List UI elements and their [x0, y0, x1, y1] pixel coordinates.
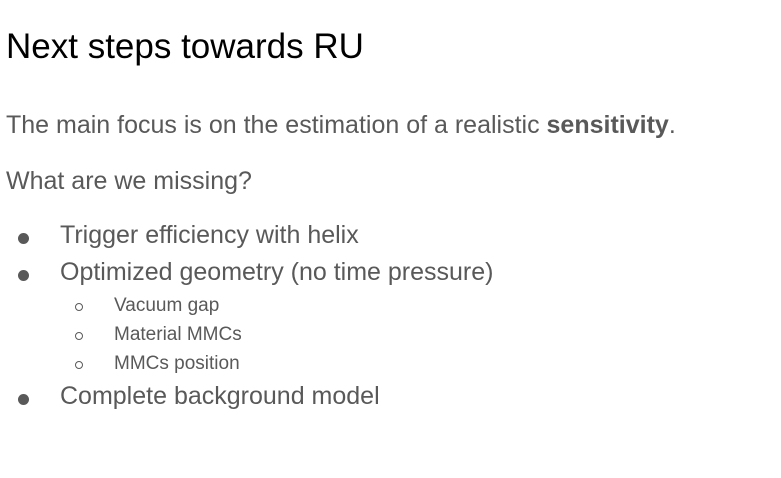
bullet-item: Trigger efficiency with helix: [0, 219, 781, 256]
sub-bullet-text: MMCs position: [114, 353, 240, 374]
sub-bullet-item: MMCs position: [0, 351, 781, 380]
bullet-text: Trigger efficiency with helix: [60, 221, 359, 249]
sub-bullet-text: Vacuum gap: [114, 295, 220, 316]
bullet-text: Optimized geometry (no time pressure): [60, 258, 494, 286]
intro-end: .: [668, 111, 676, 139]
intro-bold-word: sensitivity: [546, 111, 669, 139]
sub-bullet-list: Vacuum gap Material MMCs MMCs position: [0, 293, 781, 380]
filled-bullet-icon: [18, 233, 29, 244]
intro-text: The main focus is on the estimation of a…: [6, 111, 547, 139]
sub-bullet-item: Material MMCs: [0, 322, 781, 351]
sub-bullet-group: Vacuum gap Material MMCs MMCs position: [0, 293, 781, 380]
bullet-item: Optimized geometry (no time pressure): [0, 256, 781, 293]
slide-title: Next steps towards RU: [6, 27, 364, 66]
hollow-bullet-icon: [75, 303, 83, 311]
hollow-bullet-icon: [75, 332, 83, 340]
bullet-item: Complete background model: [0, 380, 781, 417]
sub-bullet-text: Material MMCs: [114, 324, 242, 345]
bullet-list: Trigger efficiency with helix Optimized …: [0, 219, 781, 417]
filled-bullet-icon: [18, 394, 29, 405]
filled-bullet-icon: [18, 270, 29, 281]
sub-bullet-item: Vacuum gap: [0, 293, 781, 322]
intro-paragraph: The main focus is on the estimation of a…: [6, 110, 676, 140]
question-paragraph: What are we missing?: [6, 167, 252, 195]
hollow-bullet-icon: [75, 361, 83, 369]
bullet-text: Complete background model: [60, 382, 380, 410]
